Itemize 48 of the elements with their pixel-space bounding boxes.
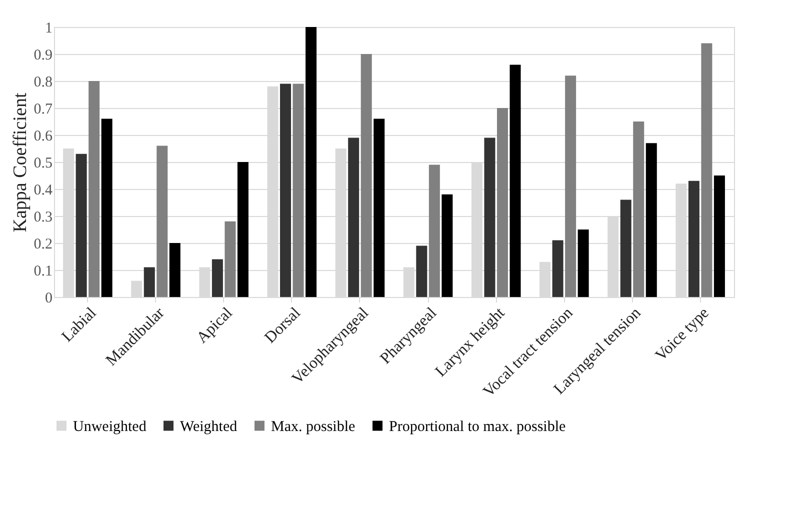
bar [306,27,317,297]
bar [484,138,496,297]
bar [156,146,168,297]
bar [633,122,644,297]
bar [552,240,564,297]
y-axis-title: Kappa Coefficient [10,92,31,232]
y-tick-label: 0.2 [34,236,52,252]
bar [578,230,589,297]
bar [76,154,87,297]
bar [131,280,142,297]
bar [442,194,453,297]
x-tick-label: Voice type [652,304,712,364]
bar [360,54,372,297]
bar [701,43,712,297]
bar [714,176,725,297]
bar [565,76,576,297]
bar [292,84,304,297]
bar [688,180,700,297]
y-tick-label: 0 [45,290,52,306]
legend-label: Unweighted [73,418,147,435]
bar [510,64,521,297]
y-tick-label: 0.7 [34,102,53,118]
bar [348,138,360,297]
bar [374,118,385,297]
bar [169,243,180,297]
legend-label: Weighted [180,418,238,435]
y-tick-label: 1 [45,20,52,36]
y-tick-label: 0.9 [34,48,52,64]
bar [646,143,657,297]
bar [416,246,428,297]
y-tick-label: 0.8 [34,74,52,90]
legend-label: Proportional to max. possible [389,418,566,435]
legend-label: Max. possible [271,418,356,435]
bar [88,81,100,297]
y-tick-label: 0.6 [34,128,53,144]
y-tick-label: 0.5 [34,156,52,172]
y-tick-label: 0.1 [34,264,52,280]
bar [101,118,112,297]
bar [496,108,508,297]
bar [224,221,236,297]
bar [428,164,440,297]
y-tick-label: 0.3 [34,210,52,226]
bar [620,200,632,297]
bar [212,259,223,297]
bar [237,162,248,297]
y-tick-label: 0.4 [34,182,53,198]
bar [280,84,292,297]
bar [144,267,155,297]
